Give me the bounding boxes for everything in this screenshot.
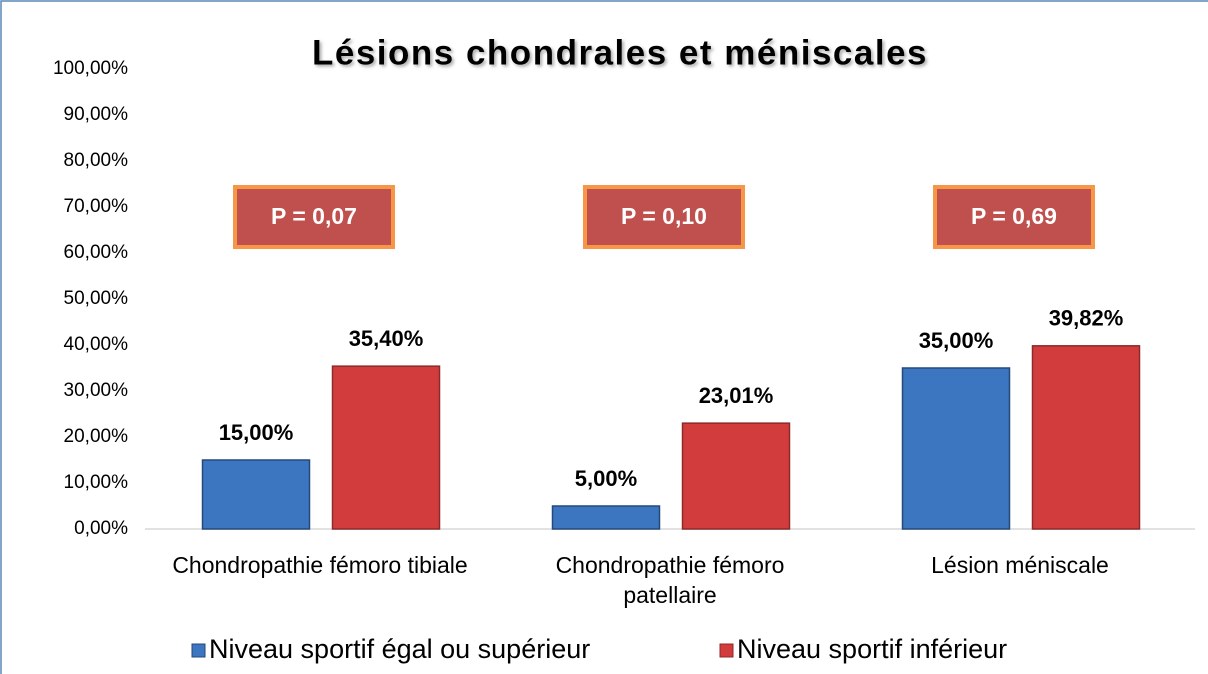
y-tick-label: 70,00% [64,196,129,217]
bar [551,505,661,530]
bar [681,422,791,530]
x-tick-label: Chondropathie fémoro patellaire [555,552,785,608]
y-tick-label: 20,00% [64,426,129,447]
bar [201,459,311,530]
legend-label: Niveau sportif égal ou supérieur [209,634,590,664]
x-tick-label: Lésion méniscale [931,552,1109,578]
legend-swatch [191,643,206,658]
data-label: 23,01% [699,383,774,408]
bar [331,365,441,530]
data-label: 35,40% [349,326,424,351]
annotation-box [583,185,745,249]
y-tick-label: 60,00% [64,242,129,263]
legend-swatch [719,643,734,658]
y-tick-label: 30,00% [64,380,129,401]
annotation-box [933,185,1095,249]
annotation-box [233,185,395,249]
bar [1031,345,1141,530]
annotation: P = 0,69 [971,203,1057,229]
legend-label: Niveau sportif inférieur [737,634,1007,664]
data-label: 15,00% [219,420,294,445]
x-tick-label: Chondropathie fémoro tibiale [172,552,468,578]
chart-title: Lésions chondrales et méniscales [312,33,928,72]
y-tick-label: 40,00% [64,334,129,355]
data-label: 5,00% [575,466,637,491]
bar [901,367,1011,530]
y-tick-label: 0,00% [74,518,128,539]
y-tick-label: 10,00% [64,472,129,493]
y-tick-label: 50,00% [64,288,129,309]
annotation: P = 0,10 [621,203,707,229]
data-label: 39,82% [1049,306,1124,331]
data-label: 35,00% [919,328,994,353]
y-tick-label: 90,00% [64,104,129,125]
y-tick-label: 100,00% [53,58,128,79]
annotation: P = 0,07 [271,203,357,229]
y-tick-label: 80,00% [64,150,129,171]
